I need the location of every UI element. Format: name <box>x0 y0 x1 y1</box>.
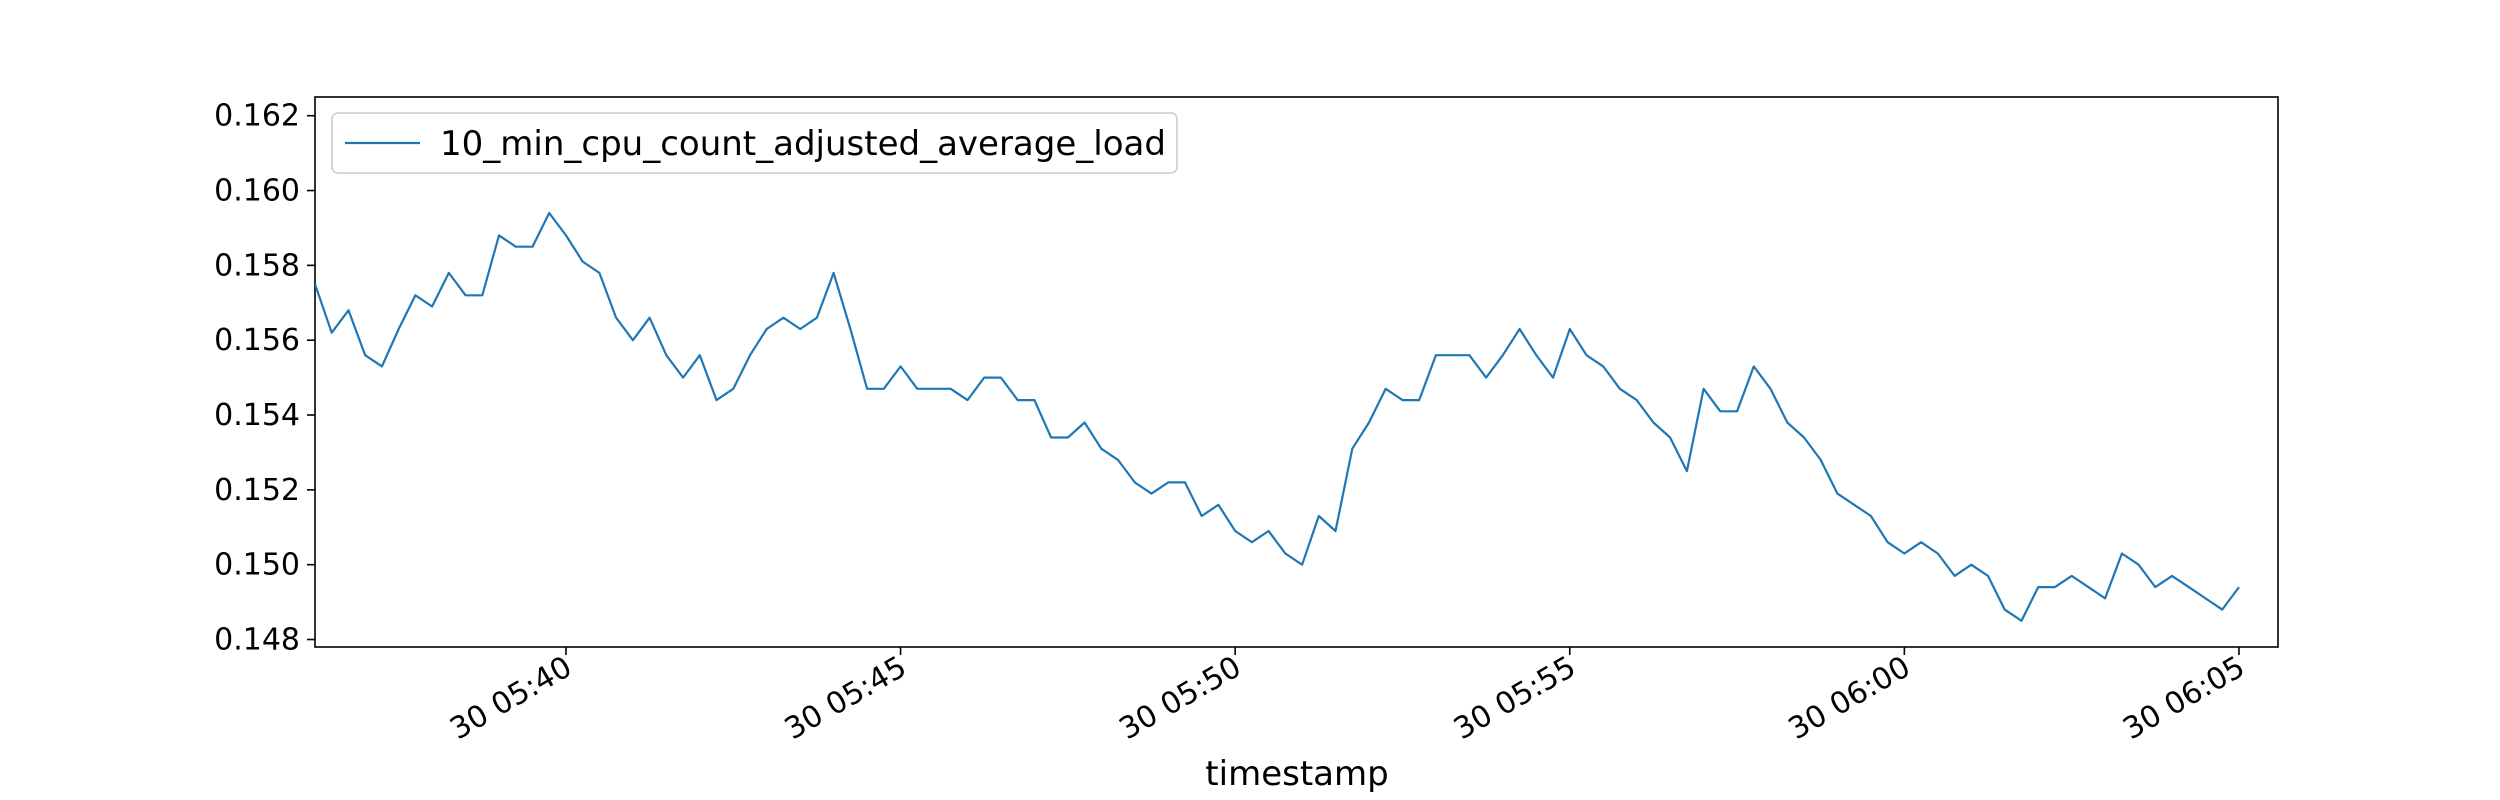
x-tick-label: 30 05:50 <box>1113 650 1247 747</box>
x-axis: 30 05:40 30 05:45 30 05:50 30 05:55 30 06:00… <box>444 647 2251 747</box>
y-tick-label: 0.152 <box>214 473 300 508</box>
plot-area <box>314 96 2279 648</box>
y-tick-label: 0.160 <box>214 174 300 209</box>
x-tick-label: 30 06:00 <box>1783 650 1917 747</box>
legend-box <box>331 112 1178 174</box>
legend-series-label: 10_min_cpu_count_adjusted_average_load <box>440 124 1166 164</box>
x-tick-label: 30 05:40 <box>444 650 578 747</box>
series-layer <box>315 211 2240 622</box>
y-axis: 0.148 0.150 0.152 0.154 0.156 0.158 0.160 0.162 <box>214 99 315 658</box>
series-line-0 <box>315 211 2240 622</box>
y-tick-label: 0.148 <box>214 623 300 658</box>
x-tick-label: 30 05:55 <box>1448 650 1582 747</box>
legend: 10_min_cpu_count_adjusted_average_load <box>331 112 1178 174</box>
x-tick-label: 30 05:45 <box>779 650 913 747</box>
y-tick-label: 0.156 <box>214 323 300 358</box>
y-tick-label: 0.158 <box>214 248 300 283</box>
y-tick-label: 0.162 <box>214 99 300 134</box>
plot-frame <box>314 96 2279 648</box>
y-tick-label: 0.150 <box>214 548 300 583</box>
x-tick-label: 30 06:05 <box>2117 650 2251 747</box>
x-axis-title: timestamp <box>1205 754 1388 794</box>
y-tick-label: 0.154 <box>214 398 300 433</box>
